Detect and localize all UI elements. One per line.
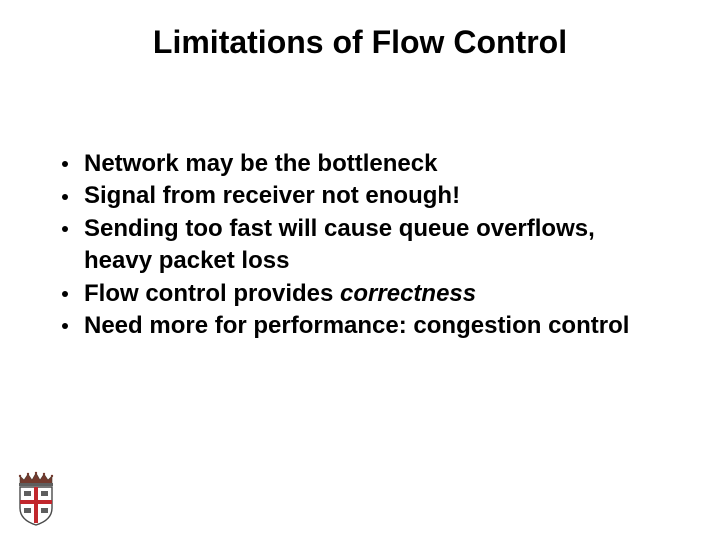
- slide-title: Limitations of Flow Control: [0, 24, 720, 61]
- bullet-text: Need more for performance: congestion co…: [84, 312, 629, 339]
- slide: Limitations of Flow Control Network may …: [0, 0, 720, 540]
- bullet-dot-icon: [62, 194, 68, 200]
- bullet-item: Flow control provides correctness: [56, 278, 664, 310]
- bullet-item: Network may be the bottleneck: [56, 148, 664, 180]
- bullet-text: Flow control provides: [84, 280, 340, 307]
- bullet-list: Network may be the bottleneck Signal from…: [56, 148, 664, 342]
- bullet-text: correctness: [340, 280, 476, 307]
- bullet-item: Sending too fast will cause queue overfl…: [56, 213, 664, 278]
- bullet-item: Need more for performance: congestion co…: [56, 310, 664, 342]
- bullet-text: Network may be the bottleneck: [84, 150, 437, 177]
- bullet-text: Signal from receiver not enough!: [84, 182, 460, 209]
- bullet-ul: Network may be the bottleneck Signal from…: [56, 148, 664, 342]
- bullet-dot-icon: [62, 161, 68, 167]
- logo-crown: [19, 472, 53, 486]
- brown-university-logo-icon: [14, 470, 58, 526]
- bullet-dot-icon: [62, 291, 68, 297]
- bullet-text: Sending too fast will cause queue overfl…: [84, 215, 595, 274]
- bullet-item: Signal from receiver not enough!: [56, 180, 664, 212]
- bullet-dot-icon: [62, 323, 68, 329]
- bullet-dot-icon: [62, 226, 68, 232]
